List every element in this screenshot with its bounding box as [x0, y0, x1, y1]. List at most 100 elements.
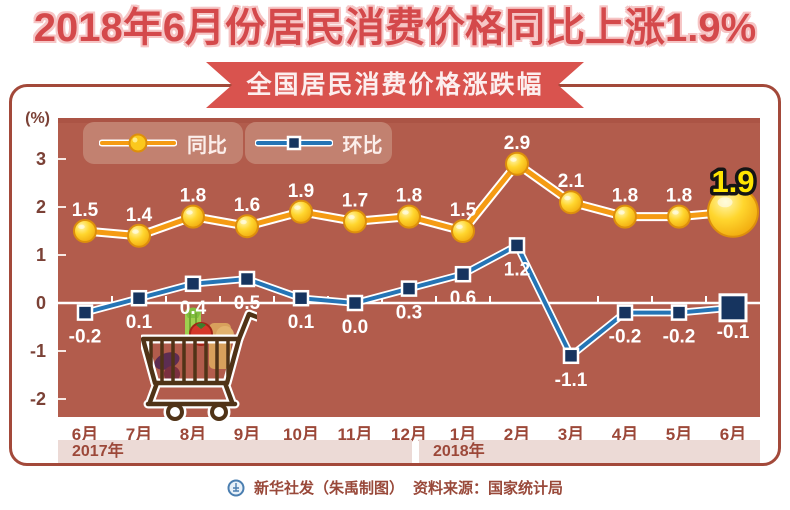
y-axis-tick-label: -2: [29, 389, 46, 409]
highlight-data-label: 1.9: [711, 164, 754, 199]
mom-data-point: [670, 304, 688, 321]
yoy-data-label: 1.8: [666, 186, 692, 207]
yoy-data-point: [613, 204, 637, 229]
yoy-line-marker-icon: [99, 133, 177, 153]
yoy-data-label: 1.8: [612, 186, 638, 207]
mom-data-point: [346, 294, 364, 312]
mom-data-point: [454, 265, 472, 283]
mom-data-label: 0.4: [180, 298, 207, 319]
x-axis-month-label: 11月: [337, 425, 373, 444]
yoy-data-point: [289, 199, 313, 224]
x-axis-month-label: 10月: [283, 425, 319, 444]
x-axis-month-label: 1月: [449, 425, 477, 444]
yoy-data-label: 1.7: [342, 190, 368, 211]
yoy-data-label: 1.5: [450, 200, 477, 221]
yoy-data-label: 1.4: [126, 205, 153, 226]
footer-credit: 新华社发（朱禹制图）: [253, 480, 404, 497]
x-axis-month-label: 4月: [611, 425, 639, 444]
yoy-data-point: [559, 190, 583, 215]
y-axis-tick-label: 3: [35, 149, 46, 169]
mom-data-label: 0.1: [126, 312, 153, 333]
x-axis-month-label: 2月: [503, 425, 531, 444]
cart-wheel: [166, 403, 184, 421]
x-axis-month-label: 9月: [233, 425, 261, 444]
yoy-data-point: [127, 223, 151, 248]
yoy-marker-shine: [240, 219, 247, 225]
y-axis-tick-label: 1: [35, 245, 46, 265]
xinhua-logo-icon: [227, 479, 245, 496]
y-axis-tick-label: 2: [35, 197, 46, 217]
yoy-marker-shine: [294, 205, 301, 210]
yoy-data-label: 2.9: [504, 133, 530, 154]
mom-data-label: -0.1: [717, 322, 750, 343]
yoy-marker-shine: [618, 210, 625, 215]
yoy-marker-shine: [717, 197, 733, 208]
mom-data-label: 0.5: [234, 293, 261, 314]
mom-data-point: [130, 289, 148, 307]
x-axis-month-label: 3月: [557, 425, 585, 444]
mom-data-label: 0.6: [450, 288, 476, 309]
mom-line-marker-icon: [254, 135, 333, 151]
mom-data-label: 1.2: [504, 259, 530, 280]
yoy-data-point: [343, 209, 367, 234]
yoy-data-label: 1.9: [288, 181, 314, 202]
legend-label-mom: 环比: [342, 134, 383, 157]
mom-data-label: -0.2: [663, 327, 696, 348]
footer-source: 资料来源：国家统计局: [413, 480, 564, 497]
yoy-data-label: 1.8: [396, 186, 422, 207]
mom-data-label: -0.2: [69, 327, 102, 348]
yoy-data-label: 1.6: [234, 195, 260, 216]
yoy-data-point: [667, 204, 691, 229]
yoy-marker-shine: [456, 224, 463, 230]
mom-data-point: [184, 275, 202, 293]
year-band-2018: 2018年: [419, 440, 760, 463]
yoy-marker-shine: [348, 215, 355, 220]
mom-data-point: [292, 289, 310, 307]
legend-item-yoy: 同比: [83, 122, 243, 164]
mom-data-point: [718, 293, 748, 323]
yoy-marker-shine: [186, 210, 193, 215]
footer-credit-line: 新华社发（朱禹制图） 资料来源：国家统计局: [0, 477, 790, 498]
yoy-marker-shine: [672, 210, 679, 215]
yoy-marker-shine: [132, 229, 139, 234]
yoy-data-point: [451, 219, 475, 243]
x-axis-month-label: 7月: [125, 425, 153, 444]
shopping-cart-illustration: [141, 307, 257, 421]
mom-data-point: [76, 304, 94, 321]
x-axis-month-label: 8月: [179, 425, 207, 444]
mom-data-label: -1.1: [555, 370, 588, 391]
x-axis-month-label: 6月: [719, 425, 747, 444]
mom-data-point: [238, 270, 256, 288]
mom-data-point: [562, 347, 580, 365]
legend-item-mom: 环比: [245, 122, 392, 164]
yoy-data-label: 2.1: [558, 171, 585, 192]
mom-data-point: [616, 304, 634, 321]
plot-area: -0.2 0.1 0.4 0.5 0.1 0.0 0.3 0.6 1.2 -1.1 -0.2 -0.2…: [58, 118, 760, 421]
mom-data-label: 0.0: [342, 317, 368, 338]
mom-data-label: 0.3: [396, 303, 422, 324]
yoy-data-label: 1.5: [72, 200, 99, 221]
x-axis-month-label: 6月: [71, 425, 99, 444]
yoy-marker-shine: [564, 195, 571, 201]
mom-data-point: [508, 237, 526, 254]
yoy-data-point: [181, 204, 205, 229]
y-axis-tick-label: 0: [35, 293, 46, 313]
yoy-marker-shine: [402, 210, 409, 215]
mom-data-point: [400, 280, 418, 297]
mom-data-label: 0.1: [288, 312, 315, 333]
yoy-data-point: [505, 151, 529, 176]
x-axis-month-label: 12月: [391, 425, 427, 444]
y-axis-tick-label: -1: [29, 341, 46, 361]
chart-subtitle-ribbon: 全国居民消费价格涨跌幅: [206, 62, 584, 108]
x-axis-month-label: 5月: [665, 425, 693, 444]
yoy-marker-shine: [510, 157, 517, 162]
line-chart: -0.2 0.1 0.4 0.5 0.1 0.0 0.3 0.6 1.2 -1.1 -0.2 -0.2…: [58, 133, 760, 400]
yoy-data-point: [397, 204, 421, 229]
year-band-2017: 2017年: [58, 440, 412, 463]
yoy-data-label: 1.8: [180, 186, 206, 207]
yoy-data-point: [235, 214, 259, 239]
legend-label-yoy: 同比: [187, 134, 227, 157]
page-title: 2018年6月份居民消费价格同比上涨1.9%: [33, 6, 757, 50]
y-axis-unit-label: (%): [25, 110, 50, 127]
